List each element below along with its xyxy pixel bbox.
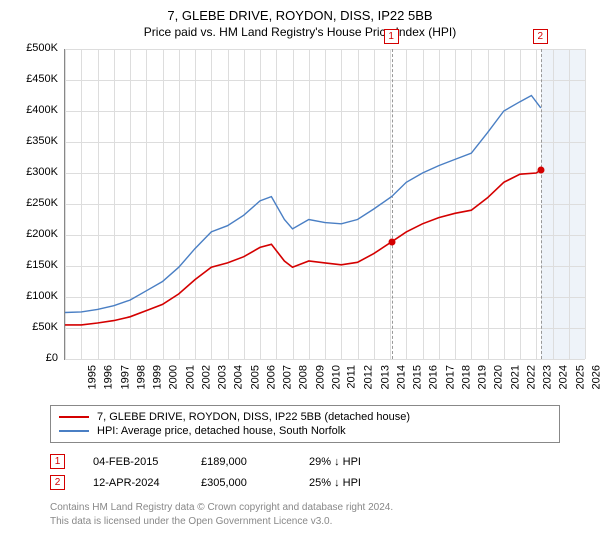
- x-tick-label: 2012: [363, 365, 375, 389]
- annotation-row: 2 12-APR-2024 £305,000 25% ↓ HPI: [50, 472, 560, 493]
- annotation-price: £189,000: [201, 456, 281, 468]
- gridline-v: [585, 49, 586, 359]
- legend-swatch: [59, 430, 89, 432]
- sale-point: [537, 166, 544, 173]
- annotation-marker: 2: [50, 475, 65, 490]
- x-tick-label: 1997: [119, 365, 131, 389]
- x-tick-label: 2002: [200, 365, 212, 389]
- gridline-h: [65, 359, 585, 360]
- y-tick-label: £400K: [14, 104, 58, 116]
- x-tick-label: 1998: [135, 365, 147, 389]
- x-tick-label: 2005: [249, 365, 261, 389]
- x-tick-label: 2015: [411, 365, 423, 389]
- x-tick-label: 2011: [346, 365, 358, 389]
- footer-line-1: Contains HM Land Registry data © Crown c…: [50, 501, 560, 515]
- marker-label: 2: [533, 29, 548, 44]
- x-tick-label: 1999: [151, 365, 163, 389]
- title-line-1: 7, GLEBE DRIVE, ROYDON, DISS, IP22 5BB: [0, 8, 600, 23]
- x-tick-label: 2009: [314, 365, 326, 389]
- x-tick-label: 1995: [86, 365, 98, 389]
- footer-attribution: Contains HM Land Registry data © Crown c…: [50, 501, 560, 528]
- legend: 7, GLEBE DRIVE, ROYDON, DISS, IP22 5BB (…: [50, 405, 560, 443]
- x-tick-label: 2004: [233, 365, 245, 389]
- annotation-delta: 25% ↓ HPI: [309, 477, 389, 489]
- y-tick-label: £450K: [14, 73, 58, 85]
- x-tick-label: 2021: [509, 365, 521, 389]
- annotation-marker: 1: [50, 454, 65, 469]
- legend-item: HPI: Average price, detached house, Sout…: [59, 424, 551, 438]
- annotation-table: 1 04-FEB-2015 £189,000 29% ↓ HPI 2 12-APR-202…: [50, 451, 560, 493]
- x-tick-label: 2014: [395, 365, 407, 389]
- x-tick-label: 2001: [184, 365, 196, 389]
- y-tick-label: £0: [14, 352, 58, 364]
- annotation-delta: 29% ↓ HPI: [309, 456, 389, 468]
- x-tick-label: 2023: [541, 365, 553, 389]
- annotation-row: 1 04-FEB-2015 £189,000 29% ↓ HPI: [50, 451, 560, 472]
- y-tick-label: £350K: [14, 135, 58, 147]
- y-tick-label: £250K: [14, 197, 58, 209]
- legend-item: 7, GLEBE DRIVE, ROYDON, DISS, IP22 5BB (…: [59, 410, 551, 424]
- y-tick-label: £200K: [14, 228, 58, 240]
- chart-container: 7, GLEBE DRIVE, ROYDON, DISS, IP22 5BB P…: [0, 0, 600, 528]
- x-tick-label: 2017: [444, 365, 456, 389]
- series-svg: [65, 49, 585, 359]
- x-tick-label: 2019: [476, 365, 488, 389]
- y-tick-label: £100K: [14, 290, 58, 302]
- x-tick-label: 2000: [168, 365, 180, 389]
- y-tick-label: £300K: [14, 166, 58, 178]
- x-tick-label: 2020: [493, 365, 505, 389]
- y-tick-label: £50K: [14, 321, 58, 333]
- x-tick-label: 2018: [460, 365, 472, 389]
- x-tick-label: 2008: [298, 365, 310, 389]
- x-tick-label: 2007: [281, 365, 293, 389]
- legend-label: 7, GLEBE DRIVE, ROYDON, DISS, IP22 5BB (…: [97, 411, 410, 423]
- x-tick-label: 2006: [265, 365, 277, 389]
- legend-swatch: [59, 416, 89, 418]
- plot-area: [64, 49, 585, 360]
- footer-line-2: This data is licensed under the Open Gov…: [50, 515, 560, 529]
- title-line-2: Price paid vs. HM Land Registry's House …: [0, 25, 600, 39]
- series-hpi: [65, 96, 541, 313]
- y-tick-label: £500K: [14, 42, 58, 54]
- x-tick-label: 2024: [558, 365, 570, 389]
- x-tick-label: 2016: [428, 365, 440, 389]
- legend-label: HPI: Average price, detached house, Sout…: [97, 425, 346, 437]
- x-tick-label: 2003: [216, 365, 228, 389]
- chart-area: £0 £50K £100K £150K £200K £250K £300K £350K £400…: [14, 49, 586, 399]
- x-tick-label: 2026: [590, 365, 600, 389]
- annotation-date: 12-APR-2024: [93, 477, 173, 489]
- sale-point: [388, 238, 395, 245]
- marker-label: 1: [384, 29, 399, 44]
- series-price_paid: [65, 170, 541, 325]
- annotation-price: £305,000: [201, 477, 281, 489]
- x-tick-label: 2013: [379, 365, 391, 389]
- annotation-date: 04-FEB-2015: [93, 456, 173, 468]
- y-tick-label: £150K: [14, 259, 58, 271]
- title-block: 7, GLEBE DRIVE, ROYDON, DISS, IP22 5BB P…: [0, 0, 600, 39]
- x-tick-label: 1996: [103, 365, 115, 389]
- x-tick-label: 2010: [330, 365, 342, 389]
- x-tick-label: 2022: [525, 365, 537, 389]
- x-tick-label: 2025: [574, 365, 586, 389]
